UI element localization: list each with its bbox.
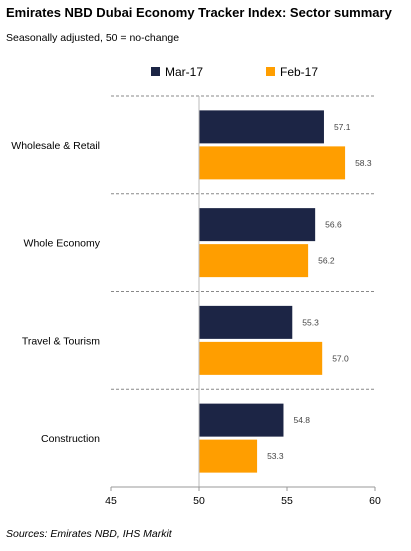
bar-mar17 (199, 403, 284, 437)
category-label: Whole Economy (24, 238, 101, 250)
x-tick-label: 45 (105, 495, 117, 507)
data-label-mar17: 55.3 (302, 317, 319, 327)
bar-mar17 (199, 110, 324, 144)
bar-feb17 (199, 146, 346, 180)
source-note: Sources: Emirates NBD, IHS Markit (6, 528, 172, 540)
data-label-feb17: 56.2 (318, 256, 335, 266)
legend-label-feb17: Feb-17 (280, 65, 318, 79)
x-tick-label: 60 (369, 495, 381, 507)
chart-subtitle: Seasonally adjusted, 50 = no-change (6, 32, 180, 44)
data-label-feb17: 57.0 (332, 353, 349, 363)
data-label-feb17: 58.3 (355, 158, 372, 168)
legend-label-mar17: Mar-17 (165, 65, 203, 79)
sector-bar-chart: Mar-17 Feb-17 57.1 58.3 Wholesale & Retail 56… (11, 65, 381, 507)
category-label: Travel & Tourism (22, 335, 100, 347)
legend-swatch-mar17 (151, 67, 160, 76)
bar-mar17 (199, 305, 293, 339)
data-label-mar17: 56.6 (325, 220, 342, 230)
bar-feb17 (199, 341, 323, 375)
data-label-feb17: 53.3 (267, 451, 284, 461)
bar-feb17 (199, 439, 258, 473)
legend-swatch-feb17 (266, 67, 275, 76)
bar-mar17 (199, 208, 316, 242)
bar-feb17 (199, 244, 309, 278)
x-tick-label: 55 (281, 495, 293, 507)
chart-title: Emirates NBD Dubai Economy Tracker Index… (6, 5, 392, 20)
data-label-mar17: 54.8 (293, 415, 310, 425)
x-tick-label: 50 (193, 495, 205, 507)
category-label: Wholesale & Retail (11, 140, 100, 152)
data-label-mar17: 57.1 (334, 122, 351, 132)
category-label: Construction (41, 433, 100, 445)
